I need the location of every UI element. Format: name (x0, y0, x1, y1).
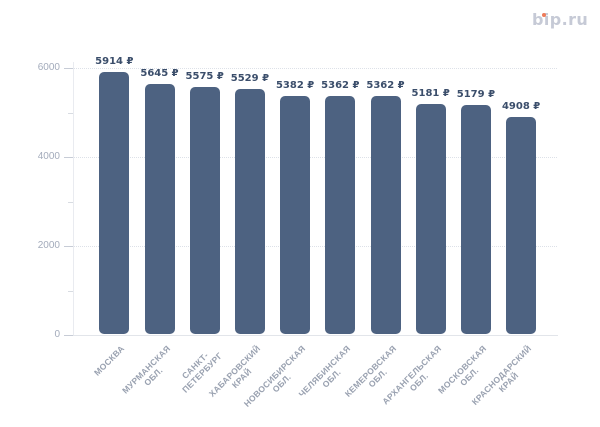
bip-logo-dot-icon (542, 13, 547, 18)
y-axis-minor-tick (68, 201, 73, 203)
y-axis-minor-tick (68, 290, 73, 292)
gridline (73, 68, 557, 69)
bar-value-label: 5362 ₽ (366, 80, 405, 92)
bar-value-label: 5181 ₽ (411, 88, 450, 100)
bar (280, 95, 311, 334)
bip-logo-text: bip.ru (532, 10, 589, 29)
x-axis-line (73, 335, 558, 336)
bar-value-label: 5645 ₽ (140, 67, 179, 79)
x-axis-label: МУРМАНСКАЯ ОБЛ. (120, 343, 179, 403)
bar (144, 83, 175, 334)
y-axis-label: 4000 (37, 151, 60, 162)
bar-value-label: 5382 ₽ (275, 79, 315, 91)
bip-logo[interactable]: bip.ru (532, 10, 588, 30)
y-axis-minor-tick (68, 112, 73, 114)
bar (234, 88, 265, 334)
bar (189, 86, 220, 334)
y-axis-tick (64, 335, 73, 336)
bar (99, 71, 130, 334)
bar (460, 104, 491, 334)
bar-value-label: 5362 ₽ (321, 80, 360, 92)
y-axis-label: 2000 (37, 240, 60, 251)
x-axis-label: МОСКВА (92, 343, 127, 378)
y-axis-line (73, 62, 74, 335)
y-axis-tick (64, 68, 73, 69)
bar (415, 104, 446, 334)
gridline (73, 157, 557, 158)
y-axis-label: 0 (54, 329, 60, 340)
bar (325, 96, 356, 334)
bar-value-label: 5575 ₽ (185, 70, 224, 82)
y-axis-label: 6000 (37, 62, 60, 73)
bar-value-label: 5179 ₽ (456, 88, 496, 100)
bar (370, 96, 401, 334)
bar-value-label: 4908 ₽ (501, 100, 541, 112)
bar (506, 116, 537, 334)
bar-value-label: 5529 ₽ (230, 72, 270, 84)
gridline (73, 246, 557, 247)
x-axis-label-line: МОСКВА (92, 343, 127, 378)
y-axis-tick (64, 157, 73, 158)
y-axis-tick (64, 246, 73, 247)
bar-value-label: 5914 ₽ (95, 55, 134, 67)
